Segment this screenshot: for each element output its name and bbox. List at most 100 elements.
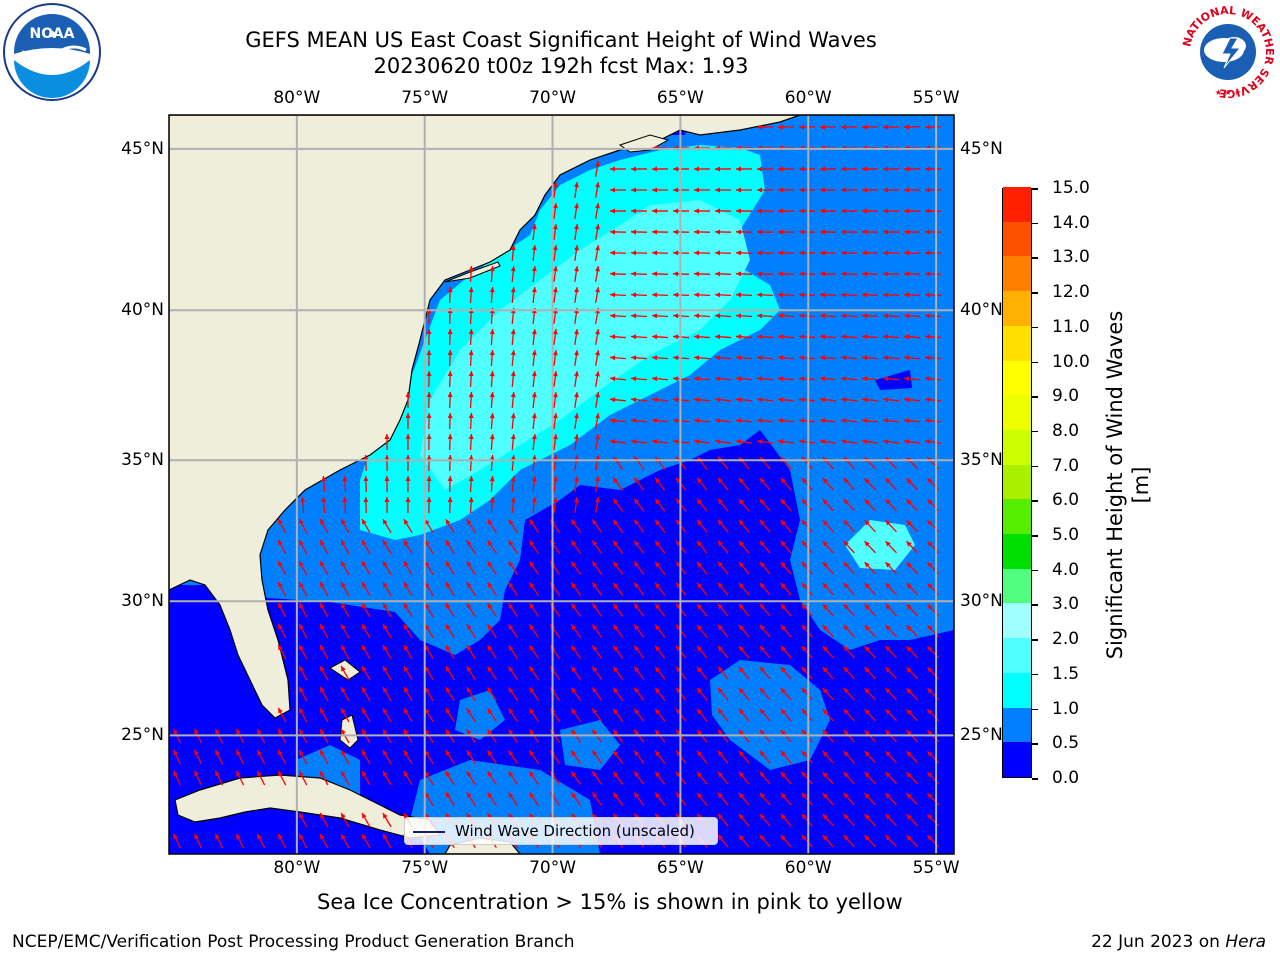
- colorbar-segment: [1003, 498, 1031, 535]
- wave-direction-arrow: [609, 376, 627, 382]
- wave-direction-arrow: [777, 439, 795, 445]
- wave-direction-arrow: [885, 771, 897, 785]
- wave-direction-arrow: [361, 539, 371, 555]
- wave-direction-arrow: [864, 813, 876, 827]
- wave-direction-arrow: [801, 750, 813, 764]
- wave-direction-arrow: [447, 433, 453, 451]
- wave-direction-arrow: [861, 439, 879, 445]
- wave-direction-arrow: [738, 771, 750, 785]
- colorbar-tick-mark: [1032, 604, 1038, 606]
- wave-direction-arrow: [819, 376, 837, 382]
- wave-direction-arrow: [924, 271, 942, 277]
- wave-direction-arrow: [905, 834, 919, 848]
- wave-direction-arrow: [594, 434, 600, 450]
- wave-direction-arrow: [630, 229, 648, 235]
- wave-direction-arrow: [594, 287, 600, 303]
- wave-direction-arrow: [903, 355, 921, 361]
- wave-direction-arrow: [403, 518, 413, 534]
- wave-direction-arrow: [822, 771, 834, 785]
- colorbar-tick-mark: [1032, 188, 1038, 190]
- wave-direction-arrow: [738, 603, 750, 617]
- colorbar-tick-label: 1.0: [1052, 698, 1080, 719]
- wave-direction-arrow: [528, 687, 540, 701]
- wave-direction-arrow: [487, 770, 497, 786]
- wave-direction-arrow: [759, 687, 771, 701]
- wave-direction-arrow: [924, 439, 942, 445]
- wave-direction-arrow: [361, 518, 371, 534]
- wave-direction-arrow: [489, 496, 495, 514]
- wave-direction-arrow: [609, 313, 627, 319]
- wave-direction-arrow: [424, 518, 434, 534]
- wave-direction-arrow: [717, 645, 729, 659]
- wave-direction-arrow: [885, 687, 897, 701]
- colorbar-tick-label: 9.0: [1052, 386, 1080, 407]
- colorbar-tick-mark: [1032, 292, 1038, 294]
- wave-direction-arrow: [531, 412, 537, 430]
- colorbar-tick-label: 1.5: [1052, 663, 1080, 684]
- wave-direction-arrow: [693, 208, 711, 214]
- wave-direction-arrow: [424, 749, 434, 765]
- wave-direction-arrow: [403, 644, 413, 660]
- wave-direction-arrow: [552, 202, 558, 220]
- colorbar-tick-label: 8.0: [1052, 420, 1080, 441]
- colorbar-tick-label: 3.0: [1052, 594, 1080, 615]
- wave-direction-arrow: [924, 124, 942, 130]
- wave-direction-arrow: [382, 518, 392, 534]
- wave-direction-arrow: [487, 686, 497, 702]
- wave-direction-arrow: [214, 770, 224, 786]
- colorbar-tick-label: 12.0: [1052, 282, 1090, 303]
- wave-direction-arrow: [819, 292, 837, 298]
- wave-direction-arrow: [609, 166, 627, 172]
- wave-direction-arrow: [822, 561, 834, 575]
- wave-direction-arrow: [714, 250, 732, 256]
- wave-direction-arrow: [633, 582, 645, 596]
- wave-direction-arrow: [609, 355, 627, 361]
- wave-direction-arrow: [594, 224, 600, 240]
- wave-direction-arrow: [361, 749, 371, 765]
- wave-direction-arrow: [714, 166, 732, 172]
- wave-direction-arrow: [714, 397, 732, 403]
- wave-direction-arrow: [319, 812, 329, 828]
- wave-direction-arrow: [905, 561, 919, 575]
- colorbar-tick-label: 5.0: [1052, 525, 1080, 546]
- wave-direction-arrow: [759, 666, 771, 680]
- wave-direction-arrow: [319, 539, 329, 555]
- wave-direction-arrow: [822, 582, 834, 596]
- wave-direction-arrow: [882, 208, 900, 214]
- wave-direction-arrow: [298, 581, 308, 597]
- wave-direction-arrow: [903, 166, 921, 172]
- wave-direction-arrow: [861, 271, 879, 277]
- colorbar-segment: [1003, 707, 1031, 743]
- wave-direction-arrow: [424, 707, 434, 723]
- wave-direction-arrow: [382, 707, 392, 723]
- land-bahamas-1: [329, 659, 361, 681]
- wave-direction-arrow: [466, 560, 476, 576]
- wave-direction-arrow: [319, 623, 329, 639]
- wave-direction-arrow: [798, 376, 816, 382]
- wave-direction-arrow: [780, 498, 792, 512]
- wave-direction-arrow: [573, 412, 579, 430]
- wave-direction-arrow: [630, 313, 648, 319]
- wave-direction-arrow: [840, 187, 858, 193]
- wave-direction-arrow: [403, 770, 413, 786]
- national-weather-service-logo-icon: NATIONAL WEATHER SERVICE ★ ★ ★: [1178, 2, 1278, 102]
- wave-direction-arrow: [342, 475, 348, 493]
- wave-direction-arrow: [861, 208, 879, 214]
- wave-direction-arrow: [214, 833, 224, 849]
- wave-direction-arrow: [594, 161, 600, 177]
- wave-direction-arrow: [382, 560, 392, 576]
- wave-direction-arrow: [612, 477, 624, 491]
- wave-direction-arrow: [594, 245, 600, 261]
- wave-direction-arrow: [633, 540, 645, 554]
- wave-direction-arrow: [654, 687, 666, 701]
- wave-direction-arrow: [552, 244, 558, 262]
- wave-direction-arrow: [735, 271, 753, 277]
- wave-direction-arrow: [882, 334, 900, 340]
- wave-direction-arrow: [403, 623, 413, 639]
- wave-direction-arrow: [340, 665, 350, 681]
- wave-direction-arrow: [466, 623, 476, 639]
- wave-direction-arrow: [822, 834, 834, 848]
- wave-direction-arrow: [319, 833, 329, 849]
- wave-direction-arrow: [528, 624, 540, 638]
